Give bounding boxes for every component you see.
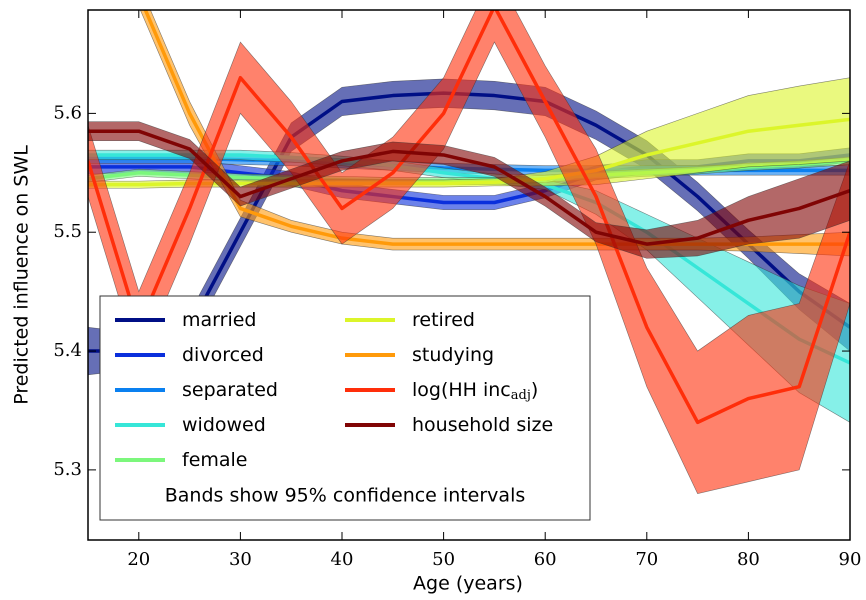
- confidence-band: [139, 10, 850, 257]
- x-tick-label: 90: [839, 549, 862, 570]
- legend-label: female: [182, 449, 248, 471]
- legend-label: studying: [412, 344, 494, 366]
- x-tick-label: 40: [331, 549, 354, 570]
- x-tick-label: 80: [737, 549, 760, 570]
- confidence-band: [88, 121, 850, 259]
- legend: married divorced separated widowed female ret…: [99, 295, 591, 521]
- legend-label-part: widowed: [182, 414, 266, 436]
- series-line: [88, 129, 850, 246]
- plot-area: [88, 10, 850, 495]
- legend-label-part: divorced: [182, 344, 264, 366]
- legend-label-part: studying: [412, 344, 494, 366]
- y-tick-label: 5.5: [53, 221, 82, 242]
- legend-label: divorced: [182, 344, 264, 366]
- y-axis-label: Predicted influence on SWL: [11, 145, 33, 405]
- plot-frame: [87, 9, 851, 541]
- y-tick-label: 5.6: [53, 102, 82, 123]
- legend-label: retired: [412, 309, 475, 331]
- legend-label: married: [182, 309, 256, 331]
- legend-label-part: married: [182, 309, 256, 331]
- x-tick-label: 20: [127, 549, 150, 570]
- legend-label-part: adj: [511, 388, 531, 403]
- legend-label: widowed: [182, 414, 266, 436]
- legend-label-part: retired: [412, 309, 475, 331]
- y-tick-label: 5.4: [53, 340, 82, 361]
- x-tick-label: 50: [432, 549, 455, 570]
- x-axis-label: Age (years): [413, 573, 523, 595]
- series-line: [88, 10, 850, 425]
- x-tick-label: 30: [229, 549, 252, 570]
- x-tick-label: 60: [534, 549, 557, 570]
- legend-label-part: separated: [182, 379, 278, 401]
- x-tick-label: 70: [635, 549, 658, 570]
- series-line: [88, 117, 850, 187]
- y-tick-label: 5.3: [53, 459, 82, 480]
- legend-label-part: log(HH inc: [412, 379, 511, 401]
- legend-label-part: female: [182, 449, 248, 471]
- annotation: Bands show 95% confidence intervals: [165, 485, 526, 507]
- legend-label-part: ): [531, 379, 538, 401]
- legend-label-part: household size: [412, 414, 553, 436]
- legend-box: [99, 295, 591, 521]
- legend-label: separated: [182, 379, 278, 401]
- legend-label: household size: [412, 414, 553, 436]
- legend-label: log(HH incadj): [412, 379, 538, 403]
